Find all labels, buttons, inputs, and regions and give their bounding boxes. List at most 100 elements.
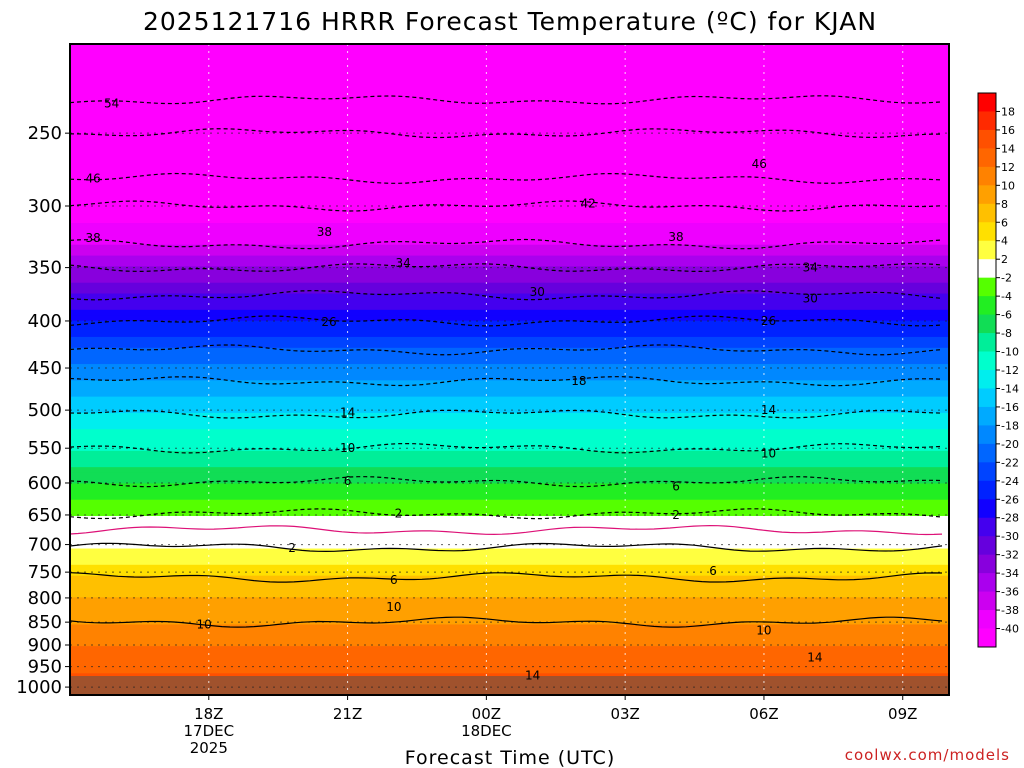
y-tick-label: 400 [28,311,62,332]
temperature-band [70,326,949,333]
y-tick-label: 650 [28,505,62,526]
contour-label: 14 [761,403,776,417]
colorbar-label: 6 [1001,216,1008,229]
colorbar-label: -22 [1001,456,1019,469]
contour-label: 10 [197,617,212,631]
temperature-band [70,467,949,474]
temperature-band [70,423,949,430]
contour-line [70,128,942,139]
temperature-band [70,217,949,224]
temperature-band [70,233,949,240]
colorbar-label: -24 [1001,475,1019,488]
colorbar: 18 16 14 12 10 8 6 4 2 -2 -4 -6 -8 -10 -12 -14 -16 -18 -20… [977,92,1019,648]
temperature-band [70,619,949,626]
y-tick-label: 1000 [16,677,62,698]
temperature-band [70,635,949,642]
temperature-band [70,331,949,338]
temperature-band [70,206,949,213]
temperature-band [70,385,949,392]
temperature-band [70,168,949,175]
temperature-band [70,255,949,262]
colorbar-swatch [978,425,996,445]
contour-line [69,409,943,419]
temperature-band [70,44,949,51]
y-tick-label: 750 [28,562,62,583]
credit-text: coolwx.com/models [845,746,1010,764]
temperature-band [70,54,949,61]
temperature-band [70,581,949,588]
colorbar-label: -34 [1001,567,1019,580]
colorbar-swatch [978,296,996,315]
colorbar-label: 8 [1001,198,1008,211]
contour-label: 26 [761,314,776,328]
colorbar-swatch [978,406,996,426]
temperature-band [70,293,949,300]
temperature-band [70,266,949,273]
colorbar-swatch [978,111,996,131]
colorbar-label: 4 [1001,235,1008,248]
colorbar-swatch [978,628,996,648]
temperature-band [70,548,949,555]
temperature-band [70,358,949,365]
temperature-band [70,369,949,376]
temperature-band [70,288,949,295]
colorbar-swatch [978,499,996,519]
temperature-band [70,65,949,72]
x-tick-label: 18Z [194,705,223,723]
temperature-band [70,456,949,463]
colorbar-label: -18 [1001,419,1019,432]
temperature-band [70,521,949,528]
temperature-band [70,478,949,485]
temperature-band [70,429,949,436]
x-tick-label: 03Z [610,705,639,723]
contour-label: 30 [530,285,545,299]
temperature-band [70,315,949,322]
contour-label: 38 [85,231,100,245]
temperature-band [70,440,949,447]
y-tick-label: 900 [28,635,62,656]
temperature-band [70,591,949,598]
temperature-band [70,380,949,387]
temperature-band [70,364,949,371]
contour-line [69,95,943,105]
x-tick-date: 18DEC [461,722,512,740]
contour-line [69,376,943,387]
colorbar-swatch [978,222,996,242]
contour-label: 2 [672,508,680,522]
temperature-band [70,282,949,289]
temperature-band [70,179,949,186]
temperature-band [70,125,949,132]
temperature-band [70,575,949,582]
contour-label: 34 [395,256,410,270]
temperature-band [70,667,949,674]
temperature-band [70,103,949,110]
temperature-band [70,391,949,398]
colorbar-swatch [978,591,996,611]
temperature-band [70,602,949,609]
temperature-band [70,488,949,495]
colorbar-label: -12 [1001,364,1019,377]
colorbar-swatch [978,573,996,592]
temperature-band [70,201,949,208]
colorbar-swatch [978,610,996,629]
y-tick-label: 850 [28,612,62,633]
colorbar-label: -14 [1001,382,1019,395]
temperature-band [70,483,949,490]
ground-strip [70,676,949,695]
contour-label: 34 [803,261,818,275]
y-tick-label: 800 [28,588,62,609]
temperature-band [70,239,949,246]
colorbar-swatch [978,517,996,537]
colorbar-label: -20 [1001,438,1019,451]
x-tick-label: 21Z [333,705,362,723]
contour-label: 54 [104,96,119,110]
temperature-band [70,553,949,560]
colorbar-label: 16 [1001,124,1015,137]
contour-label: 14 [807,651,822,665]
contour-label: 2 [288,541,296,555]
temperature-band [70,532,949,539]
contour-line [69,344,943,356]
temperature-band [70,71,949,78]
temperature-band [70,320,949,327]
